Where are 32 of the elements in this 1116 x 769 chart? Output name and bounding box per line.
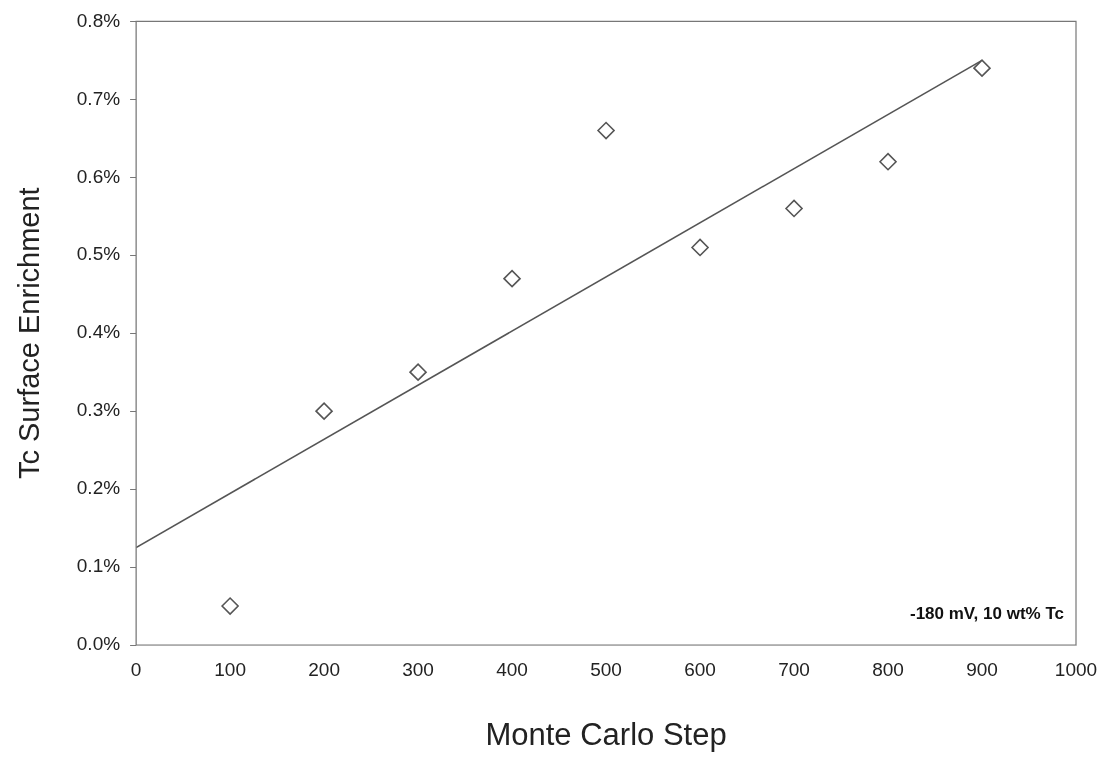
- x-tick-label: 1000: [1054, 658, 1098, 680]
- y-tick-label: 0.0%: [76, 633, 121, 655]
- x-tick-label: 700: [778, 658, 810, 680]
- y-axis-title: Tc Surface Enrichment: [13, 187, 46, 480]
- point: [221, 597, 239, 615]
- y-tick-label: 0.7%: [76, 87, 121, 109]
- x-tick-label: 300: [402, 658, 434, 680]
- annotation: -180 mV, 10 wt% Tc: [909, 604, 1064, 624]
- x-tick-label: 500: [590, 658, 622, 680]
- point: [597, 121, 615, 140]
- x-tick-label: 600: [684, 658, 716, 680]
- x-tick-label: 100: [214, 658, 246, 680]
- point: [973, 59, 991, 77]
- x-axis-title: Monte Carlo Step: [485, 716, 727, 752]
- point: [785, 199, 803, 218]
- point: [315, 402, 333, 420]
- y-tick-label: 0.2%: [76, 477, 121, 499]
- x-tick-label: 900: [966, 658, 998, 680]
- point: [503, 269, 521, 288]
- x-tick-label: 0: [130, 658, 142, 680]
- y-tick-label: 0.1%: [76, 555, 121, 577]
- y-tick-label: 0.5%: [76, 243, 121, 265]
- y-tick-label: 0.8%: [76, 9, 121, 31]
- y-tick-label: 0.4%: [76, 321, 121, 343]
- y-tick-label: 0.6%: [76, 165, 121, 187]
- x-tick-label: 800: [872, 658, 904, 680]
- x-tick-label: 200: [308, 658, 340, 680]
- x-tick-label: 400: [496, 658, 528, 680]
- point: [691, 238, 709, 257]
- point: [879, 152, 897, 171]
- point: [409, 363, 427, 381]
- y-tick-label: 0.3%: [76, 399, 121, 421]
